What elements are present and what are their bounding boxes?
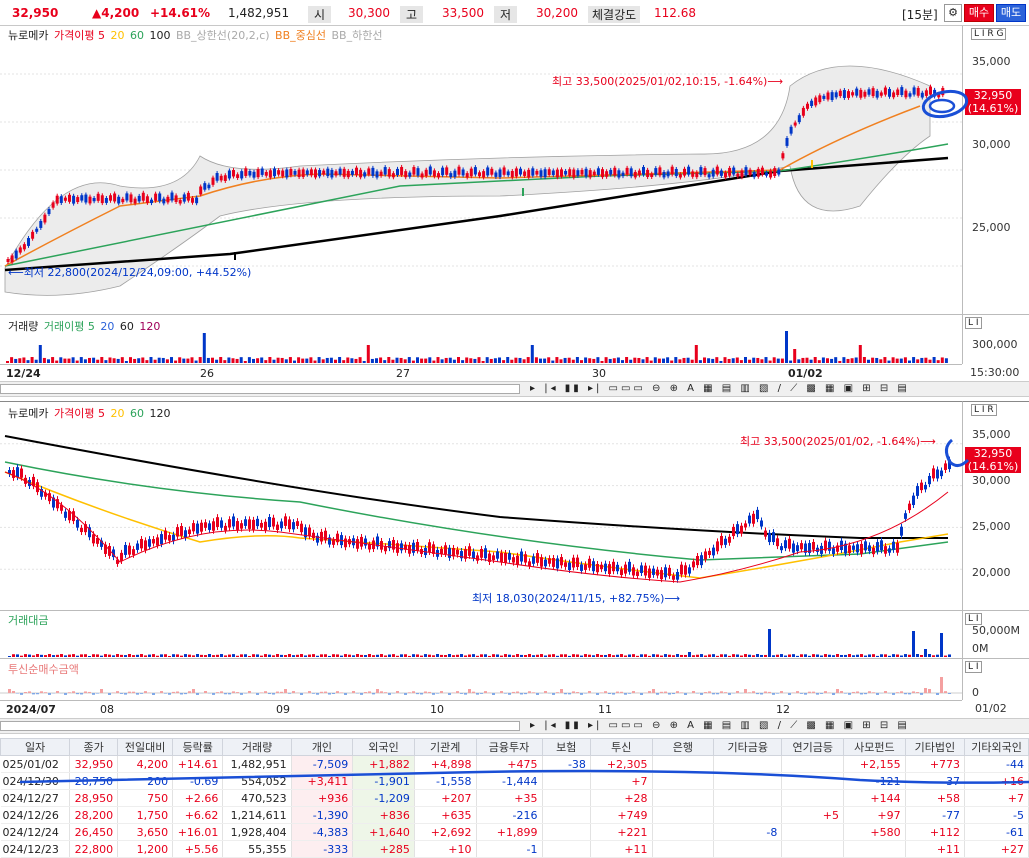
annotation-circle <box>921 88 969 121</box>
annotation-curve <box>946 440 968 466</box>
annotation-circle-inner <box>930 100 954 112</box>
annotation-underline <box>20 771 1029 783</box>
